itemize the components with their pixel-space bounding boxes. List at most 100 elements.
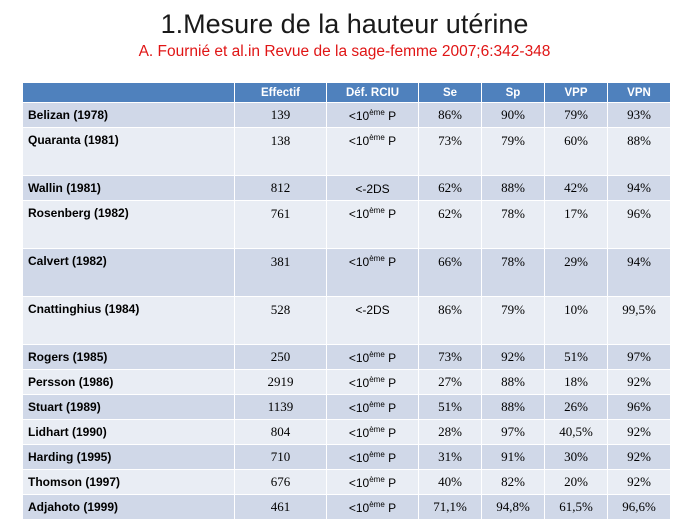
def-rciu-cell: <10ème P [326,494,419,520]
def-rciu-superscript: ème [369,254,385,263]
header-def-rciu: Déf. RCIU [326,82,419,103]
def-rciu-base: <10 [348,475,370,490]
header-vpp: VPP [544,82,608,103]
sp-cell: 94,8% [481,494,545,520]
study-cell: Persson (1986) [22,369,235,395]
def-rciu-base: <10 [348,425,370,440]
def-rciu-suffix: P [384,425,397,440]
def-rciu-base: <10 [348,108,370,123]
def-rciu-suffix: P [384,207,397,221]
study-cell: Quaranta (1981) [22,127,235,176]
def-rciu-suffix: P [384,375,397,390]
se-cell: 62% [418,200,482,249]
vpn-cell: 99,5% [607,296,671,345]
vpp-cell: 79% [544,102,608,128]
study-cell: Stuart (1989) [22,394,235,420]
vpp-cell: 42% [544,175,608,201]
sp-cell: 92% [481,344,545,370]
vpn-cell: 93% [607,102,671,128]
def-rciu-base: <-2DS [355,181,390,196]
sp-cell: 91% [481,444,545,470]
def-rciu-suffix: P [384,400,397,415]
def-rciu-superscript: ème [369,449,385,459]
def-rciu-suffix: P [384,475,397,490]
table-row: Thomson (1997) 676 <10ème P 40% 82% 20% 92% [22,469,671,495]
def-rciu-cell: <10ème P [326,444,419,470]
study-cell: Rosenberg (1982) [22,200,235,249]
vpn-cell: 92% [607,369,671,395]
se-cell: 62% [418,175,482,201]
sp-cell: 79% [481,127,545,176]
sp-cell: 88% [481,369,545,395]
def-rciu-suffix: P [384,450,397,465]
study-cell: Adjahoto (1999) [22,494,235,520]
sp-cell: 78% [481,200,545,249]
table-row: Adjahoto (1999) 461 <10ème P 71,1% 94,8% 61,5… [22,494,671,520]
se-cell: 86% [418,296,482,345]
effectif-cell: 812 [234,175,327,201]
vpn-cell: 92% [607,419,671,445]
sp-cell: 90% [481,102,545,128]
def-rciu-superscript: ème [369,499,385,509]
vpp-cell: 61,5% [544,494,608,520]
effectif-cell: 139 [234,102,327,128]
se-cell: 28% [418,419,482,445]
def-rciu-base: <10 [348,207,370,221]
vpp-cell: 26% [544,394,608,420]
def-rciu-cell: <10ème P [326,419,419,445]
def-rciu-cell: <10ème P [326,102,419,128]
def-rciu-cell: <10ème P [326,394,419,420]
se-cell: 66% [418,248,482,297]
effectif-cell: 1139 [234,394,327,420]
vpn-cell: 92% [607,469,671,495]
def-rciu-suffix: P [384,350,397,365]
results-table: Effectif Déf. RCIU Se Sp VPP VPN Belizan… [22,82,671,520]
study-cell: Cnattinghius (1984) [22,296,235,345]
def-rciu-cell: <10ème P [326,248,419,297]
vpn-cell: 94% [607,175,671,201]
def-rciu-base: <10 [348,255,370,269]
sp-cell: 78% [481,248,545,297]
vpp-cell: 60% [544,127,608,176]
effectif-cell: 528 [234,296,327,345]
def-rciu-superscript: ème [369,206,385,215]
def-rciu-base: <10 [348,375,370,390]
study-cell: Lidhart (1990) [22,419,235,445]
effectif-cell: 138 [234,127,327,176]
header-sp: Sp [481,82,545,103]
table-header-row: Effectif Déf. RCIU Se Sp VPP VPN [22,82,671,103]
vpp-cell: 40,5% [544,419,608,445]
table-row: Harding (1995) 710 <10ème P 31% 91% 30% 92% [22,444,671,470]
vpn-cell: 97% [607,344,671,370]
def-rciu-superscript: ème [369,399,385,409]
table-row: Rosenberg (1982) 761 <10ème P 62% 78% 17% 96% [22,200,671,249]
table-row: Lidhart (1990) 804 <10ème P 28% 97% 40,5% 92% [22,419,671,445]
table-row: Belizan (1978) 139 <10ème P 86% 90% 79% 93% [22,102,671,128]
header-study [22,82,235,103]
def-rciu-cell: <10ème P [326,127,419,176]
header-se: Se [418,82,482,103]
def-rciu-suffix: P [384,134,397,148]
slide-title: 1.Mesure de la hauteur utérine [160,9,529,39]
table-row: Persson (1986) 2919 <10ème P 27% 88% 18% 92% [22,369,671,395]
table-row: Quaranta (1981) 138 <10ème P 73% 79% 60% 88% [22,127,671,176]
se-cell: 40% [418,469,482,495]
table-row: Rogers (1985) 250 <10ème P 73% 92% 51% 97% [22,344,671,370]
se-cell: 86% [418,102,482,128]
vpn-cell: 96% [607,394,671,420]
study-cell: Wallin (1981) [22,175,235,201]
slide-subtitle: A. Fournié et al.in Revue de la sage-fem… [138,43,551,60]
study-cell: Harding (1995) [22,444,235,470]
def-rciu-cell: <10ème P [326,200,419,249]
def-rciu-suffix: P [384,255,397,269]
table-row: Calvert (1982) 381 <10ème P 66% 78% 29% 94% [22,248,671,297]
vpn-cell: 96% [607,200,671,249]
se-cell: 71,1% [418,494,482,520]
vpp-cell: 17% [544,200,608,249]
sp-cell: 79% [481,296,545,345]
def-rciu-superscript: ème [369,374,385,384]
study-cell: Belizan (1978) [22,102,235,128]
vpn-cell: 92% [607,444,671,470]
table-row: Cnattinghius (1984) 528 <-2DS 86% 79% 10% 99,5… [22,296,671,345]
def-rciu-suffix: P [384,500,397,515]
